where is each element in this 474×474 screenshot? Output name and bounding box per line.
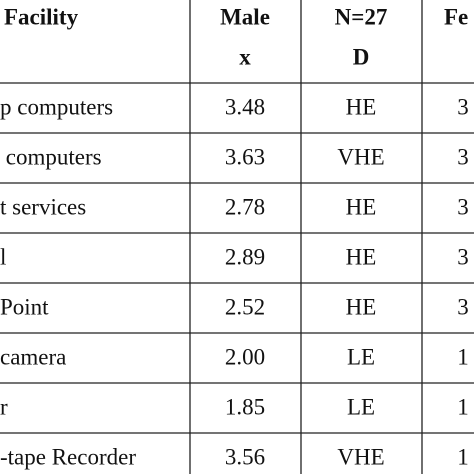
header-cell: N=27	[335, 4, 388, 29]
table-cell: r	[0, 394, 8, 419]
table-cell: 3.48	[225, 94, 265, 119]
table-cell: 2.00	[225, 344, 265, 369]
table-cell: VHE	[337, 444, 384, 469]
header-cell: x	[239, 44, 251, 69]
table-cell: 1	[457, 394, 469, 419]
table-cell: HE	[346, 244, 377, 269]
table-cell: VHE	[337, 144, 384, 169]
table-cell: 3.63	[225, 144, 265, 169]
table-cell: LE	[347, 394, 375, 419]
table-cell: LE	[347, 344, 375, 369]
header-cell: D	[353, 44, 370, 69]
table-cell: computers	[0, 144, 102, 169]
table-cell: l	[0, 244, 6, 269]
table-cell: 2.78	[225, 194, 265, 219]
header-cell: Fe	[444, 4, 468, 29]
table-cell: 3	[457, 94, 469, 119]
header-cell: Male	[220, 4, 270, 29]
table-cell: HE	[346, 94, 377, 119]
table-cell: -tape Recorder	[0, 444, 136, 469]
table-cell: 1.85	[225, 394, 265, 419]
table-cell: 1	[457, 444, 469, 469]
table-cell: 3	[457, 294, 469, 319]
table-cell: 1	[457, 344, 469, 369]
table-cell: 3	[457, 194, 469, 219]
table-cell: camera	[0, 344, 66, 369]
table-cell: 2.89	[225, 244, 265, 269]
table-cell: p computers	[0, 94, 113, 119]
table-cell: 3.56	[225, 444, 265, 469]
table-cell: HE	[346, 194, 377, 219]
table-cell: 3	[457, 244, 469, 269]
table-cell: t services	[0, 194, 86, 219]
header-cell: Facility	[4, 4, 79, 29]
table-cell: Point	[0, 294, 49, 319]
table-cell: 3	[457, 144, 469, 169]
table-cell: 2.52	[225, 294, 265, 319]
table-cell: HE	[346, 294, 377, 319]
